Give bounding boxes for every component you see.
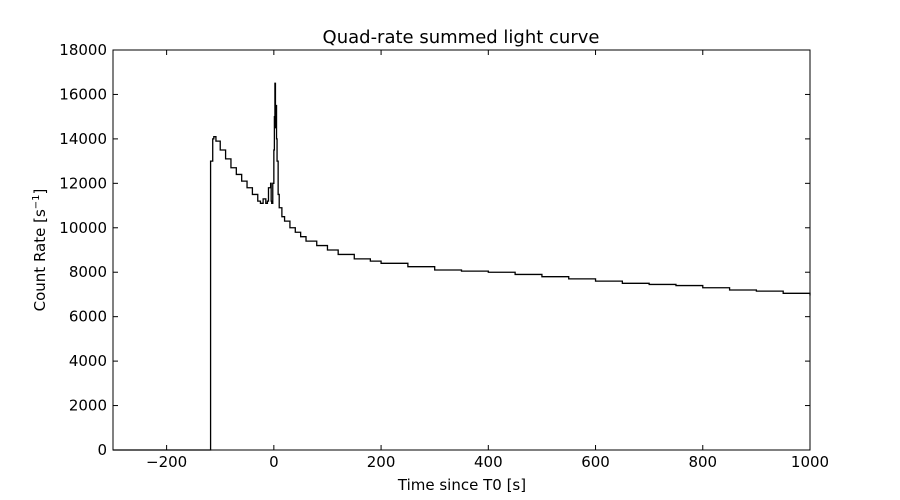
y-tick-label: 16000: [59, 85, 107, 103]
x-tick-label: 1000: [791, 453, 829, 471]
y-tick-label: 6000: [69, 308, 107, 326]
y-axis-label: Count Rate [s−1]: [31, 189, 49, 312]
y-tick-label: 4000: [69, 352, 107, 370]
x-tick-label: −200: [146, 453, 187, 471]
plot-area: [113, 82, 811, 451]
y-tick-label: 10000: [59, 219, 107, 237]
y-axis: 0 2000 4000 6000 8000 10000 12000 14000 16000 180…: [59, 41, 810, 459]
x-axis-label: Time since T0 [s]: [397, 476, 526, 494]
y-tick-label: 0: [97, 441, 107, 459]
y-tick-label: 18000: [59, 41, 107, 59]
y-axis-label-exponent: −1: [31, 194, 42, 209]
x-tick-label: 200: [367, 453, 396, 471]
x-tick-label: 400: [474, 453, 503, 471]
x-tick-label: 0: [269, 453, 279, 471]
y-tick-label: 8000: [69, 263, 107, 281]
y-tick-label: 14000: [59, 130, 107, 148]
y-tick-label: 2000: [69, 397, 107, 415]
y-axis-label-main: Count Rate [s: [31, 209, 49, 311]
y-tick-label: 12000: [59, 174, 107, 192]
x-tick-label: 600: [581, 453, 610, 471]
y-axis-label-end: ]: [31, 189, 49, 195]
plot-frame: [112, 49, 811, 451]
x-axis: −200 0 200 400 600 800 1000: [146, 50, 829, 471]
chart-title: Quad-rate summed light curve: [323, 27, 600, 48]
x-tick-label: 800: [688, 453, 717, 471]
series-line-0: [113, 82, 811, 451]
